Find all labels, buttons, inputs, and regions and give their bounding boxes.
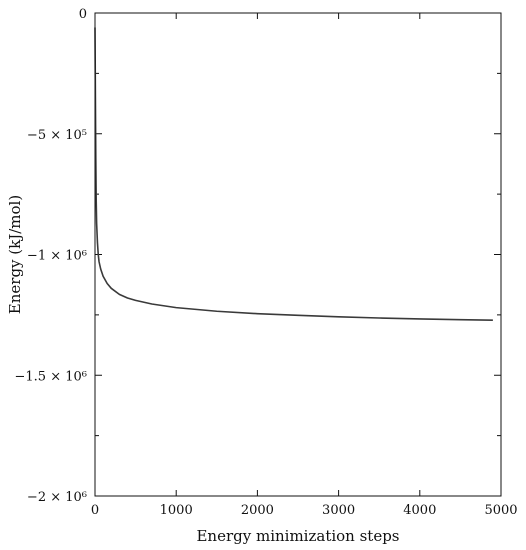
- x-tick-label: 4000: [403, 503, 436, 518]
- y-tick-label: −1 × 10⁶: [27, 249, 87, 264]
- y-tick-label: −5 × 10⁵: [27, 128, 87, 143]
- x-axis-title: Energy minimization steps: [196, 527, 399, 545]
- x-tick-label: 2000: [241, 503, 274, 518]
- y-tick-label: −1.5 × 10⁶: [15, 369, 87, 384]
- plot-frame: [94, 12, 502, 497]
- x-tick-label: 3000: [322, 503, 355, 518]
- energy-series-line: [94, 27, 493, 321]
- y-tick-label: −2 × 10⁶: [27, 490, 87, 505]
- y-axis-title: Energy (kJ/mol): [6, 195, 24, 314]
- series-layer: [94, 27, 493, 321]
- y-axis-ticks: 0 −5 × 10⁵ −1 × 10⁶ −1.5 × 10⁶ −2 × 10⁶: [15, 7, 501, 505]
- x-tick-label: 1000: [160, 503, 193, 518]
- x-axis-ticks: 0 1000 2000 3000 4000 5000: [91, 13, 518, 518]
- y-tick-label: 0: [79, 7, 87, 22]
- x-tick-label: 0: [91, 503, 99, 518]
- x-tick-label: 5000: [484, 503, 517, 518]
